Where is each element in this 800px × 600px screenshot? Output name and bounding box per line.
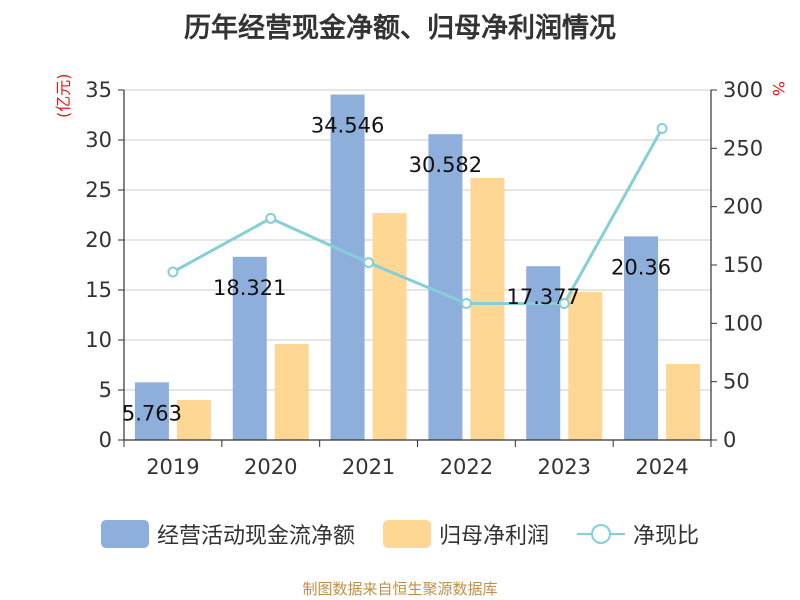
bar-cashflow <box>330 94 365 440</box>
bar-value-label: 5.763 <box>122 401 182 425</box>
bar-cashflow <box>526 266 561 440</box>
legend-label-net-profit: 归母净利润 <box>438 524 549 549</box>
bar-value-label: 20.36 <box>611 255 671 279</box>
legend-label-ratio: 净现比 <box>633 524 700 549</box>
ratio-point <box>167 266 179 278</box>
legend-swatch-net-profit <box>382 520 431 548</box>
bar-value-label: 18.321 <box>213 276 286 300</box>
ratio-point <box>656 123 668 134</box>
bar-net-profit <box>176 400 211 440</box>
bar-net-profit <box>470 178 505 440</box>
bar-net-profit <box>372 213 407 440</box>
ratio-line <box>172 127 664 305</box>
bar-cashflow <box>428 134 463 440</box>
ratio-point <box>558 298 570 309</box>
data-source-note: 制图数据来自恒生聚源数据库 <box>302 580 498 598</box>
legend-item-cashflow[interactable]: 经营活动现金流净额 <box>100 518 355 550</box>
ratio-point <box>363 257 375 269</box>
bar-cashflow <box>232 256 267 440</box>
legend: 经营活动现金流净额 归母净利润 净现比 <box>0 518 800 550</box>
bar-net-profit <box>274 344 309 440</box>
legend-swatch-cashflow <box>100 520 149 548</box>
y-tick-label: 30 <box>85 128 112 152</box>
y-tick-label: 35 <box>85 78 112 102</box>
bar-cashflow <box>624 236 659 440</box>
legend-line-ratio-icon <box>577 520 625 548</box>
x-tick-label: 2020 <box>244 455 297 479</box>
bar-net-profit <box>568 292 603 440</box>
y2-tick-label: 200 <box>723 195 763 219</box>
y-tick-label: 15 <box>85 278 112 302</box>
x-tick-label: 2022 <box>440 455 493 479</box>
legend-item-ratio[interactable]: 净现比 <box>577 518 699 550</box>
y2-tick-label: 300 <box>723 78 763 102</box>
legend-label-cashflow: 经营活动现金流净额 <box>156 524 355 549</box>
x-tick-label: 2024 <box>635 455 688 479</box>
y2-tick-label: 250 <box>723 136 763 160</box>
legend-item-net-profit[interactable]: 归母净利润 <box>382 518 549 550</box>
y-tick-label: 5 <box>99 378 112 402</box>
y2-tick-label: 150 <box>723 253 763 277</box>
bar-value-label: 30.582 <box>409 153 482 177</box>
y2-tick-label: 50 <box>723 370 750 394</box>
y-tick-label: 10 <box>85 328 112 352</box>
ratio-point <box>460 298 472 309</box>
x-tick-label: 2023 <box>538 455 591 479</box>
y-tick-label: 25 <box>85 178 112 202</box>
x-tick-label: 2021 <box>342 455 395 479</box>
bar-value-label: 34.546 <box>311 114 384 138</box>
bar-net-profit <box>666 364 701 440</box>
bar-cashflow <box>134 382 169 440</box>
y-tick-label: 0 <box>99 428 112 452</box>
y-tick-label: 20 <box>85 228 112 252</box>
x-tick-label: 2019 <box>146 455 199 479</box>
chart-title: 历年经营现金净额、归母净利润情况 <box>184 13 616 44</box>
y2-tick-label: 0 <box>723 428 736 452</box>
ratio-point <box>265 212 277 224</box>
y2-tick-label: 100 <box>723 311 763 335</box>
